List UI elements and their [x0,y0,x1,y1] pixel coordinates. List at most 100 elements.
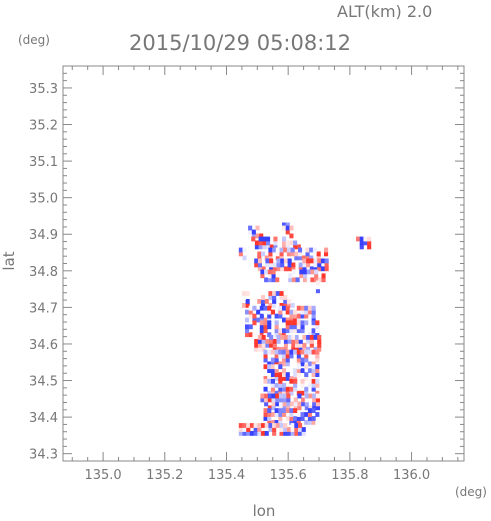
heatmap-cell [300,390,305,396]
heatmap-cell [268,295,273,300]
heatmap-cell [307,305,312,311]
heatmap-cell [278,361,283,367]
heatmap-cell [279,427,284,432]
heatmap-cell [264,277,269,283]
heatmap-cell [257,258,262,264]
x-tick-label: 135.2 [146,468,183,483]
heatmap-cell [266,240,271,246]
heatmap-cell [317,346,322,352]
heatmap-cell [302,258,307,264]
heatmap-cell [285,349,290,355]
heatmap-cell [257,255,262,261]
heatmap-cell [283,342,288,348]
x-tick-label: 135.6 [270,468,307,483]
heatmap-cell [262,244,267,250]
heatmap-cell [296,244,301,250]
heatmap-cell [271,397,276,403]
heatmap-cell [291,262,296,268]
heatmap-cell [298,335,303,340]
heatmap-cell [286,401,291,407]
heatmap-cell [312,251,317,257]
x-tick-label: 136.0 [393,468,430,483]
heatmap-cell [306,277,311,283]
heatmap-cell [359,244,364,250]
heatmap-cell [267,269,272,275]
heatmap-cell [293,368,298,373]
heatmap-cell [293,401,298,407]
heatmap-cell [248,332,253,338]
heatmap-cell [252,313,257,319]
heatmap-cell [271,401,276,407]
heatmap-cell [294,255,299,261]
heatmap-cell [245,324,250,330]
heatmap-cell [280,262,285,268]
heatmap-cell [276,339,281,344]
x-tick-label: 135.4 [208,468,245,483]
heatmap-cell [248,309,253,315]
heatmap-cell [257,346,262,352]
heatmap-cell [285,324,290,330]
heatmap-cell [315,393,320,399]
heatmap-cell [298,423,303,428]
heatmap-cell [296,305,301,311]
heatmap-cell [263,378,268,384]
heatmap-cell [245,291,250,296]
heatmap-cell [263,353,268,359]
heatmap-cell [248,313,253,319]
heatmap-cell [296,313,301,319]
heatmap-cell [266,244,271,250]
heatmap-cell [252,320,257,326]
heatmap-cell [270,357,275,363]
heatmap-cell [304,349,309,355]
heatmap-cell [309,339,314,344]
heatmap-cell [282,328,287,334]
heatmap-cell [307,332,312,338]
heatmap-cell [289,349,294,355]
heatmap-cell [315,332,320,338]
heatmap-cell [270,386,275,392]
heatmap-cell [300,328,305,334]
heatmap-cell [275,251,280,257]
heatmap-cell [268,291,273,296]
heatmap-cell [261,339,266,344]
heatmap-cells [238,222,372,436]
heatmap-cell [283,346,288,352]
heatmap-cell [245,328,250,334]
heatmap-cell [263,357,268,363]
heatmap-cell [267,305,272,311]
heatmap-cell [301,255,306,261]
heatmap-cell [306,262,311,268]
heatmap-cell [300,305,305,311]
heatmap-cell [264,269,269,275]
heatmap-cell [300,313,305,319]
heatmap-cell [293,397,298,403]
heatmap-cell [253,423,258,428]
heatmap-cell [303,269,308,275]
heatmap-cell [293,378,298,384]
heatmap-cell [264,299,269,304]
heatmap-cell [315,401,320,407]
heatmap-cell [282,382,287,388]
heatmap-cell [278,364,283,370]
heatmap-cell [315,405,320,411]
heatmap-cell [311,320,316,326]
heatmap-cell [317,262,322,268]
heatmap-cell [286,397,291,403]
heatmap-cell [311,408,316,413]
heatmap-cell [271,405,276,411]
heatmap-cell [311,372,316,377]
heatmap-cell [282,393,287,399]
heatmap-cell [285,244,290,250]
heatmap-cell [289,328,294,334]
heatmap-cell [313,346,318,352]
heatmap-cell [288,277,293,283]
heatmap-cell [259,332,264,338]
heatmap-cell [304,405,309,411]
heatmap-cell [282,368,287,373]
heatmap-cell [271,273,276,279]
heatmap-cell [287,346,292,352]
heatmap-cell [309,258,314,264]
heatmap-cell [283,339,288,344]
heatmap-cell [283,335,288,340]
heatmap-cell [289,412,294,417]
